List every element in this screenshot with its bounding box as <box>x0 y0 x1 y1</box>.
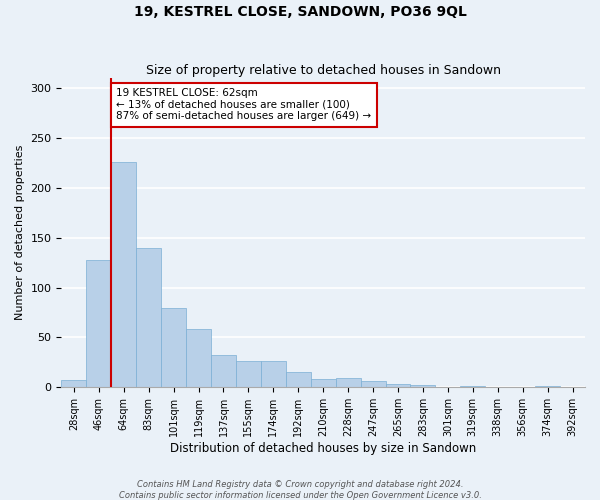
Text: 19 KESTREL CLOSE: 62sqm
← 13% of detached houses are smaller (100)
87% of semi-d: 19 KESTREL CLOSE: 62sqm ← 13% of detache… <box>116 88 371 122</box>
Bar <box>286 372 311 388</box>
Bar <box>361 382 386 388</box>
Bar <box>236 362 261 388</box>
Bar <box>386 384 410 388</box>
X-axis label: Distribution of detached houses by size in Sandown: Distribution of detached houses by size … <box>170 442 476 455</box>
Bar <box>211 356 236 388</box>
Bar <box>111 162 136 388</box>
Bar <box>86 260 111 388</box>
Bar <box>261 362 286 388</box>
Y-axis label: Number of detached properties: Number of detached properties <box>15 145 25 320</box>
Bar <box>535 386 560 388</box>
Bar <box>161 308 186 388</box>
Bar <box>311 380 335 388</box>
Title: Size of property relative to detached houses in Sandown: Size of property relative to detached ho… <box>146 64 501 77</box>
Text: Contains HM Land Registry data © Crown copyright and database right 2024.
Contai: Contains HM Land Registry data © Crown c… <box>119 480 481 500</box>
Bar <box>410 386 436 388</box>
Bar <box>460 386 485 388</box>
Text: 19, KESTREL CLOSE, SANDOWN, PO36 9QL: 19, KESTREL CLOSE, SANDOWN, PO36 9QL <box>134 5 466 19</box>
Bar <box>335 378 361 388</box>
Bar <box>61 380 86 388</box>
Bar <box>186 328 211 388</box>
Bar <box>136 248 161 388</box>
